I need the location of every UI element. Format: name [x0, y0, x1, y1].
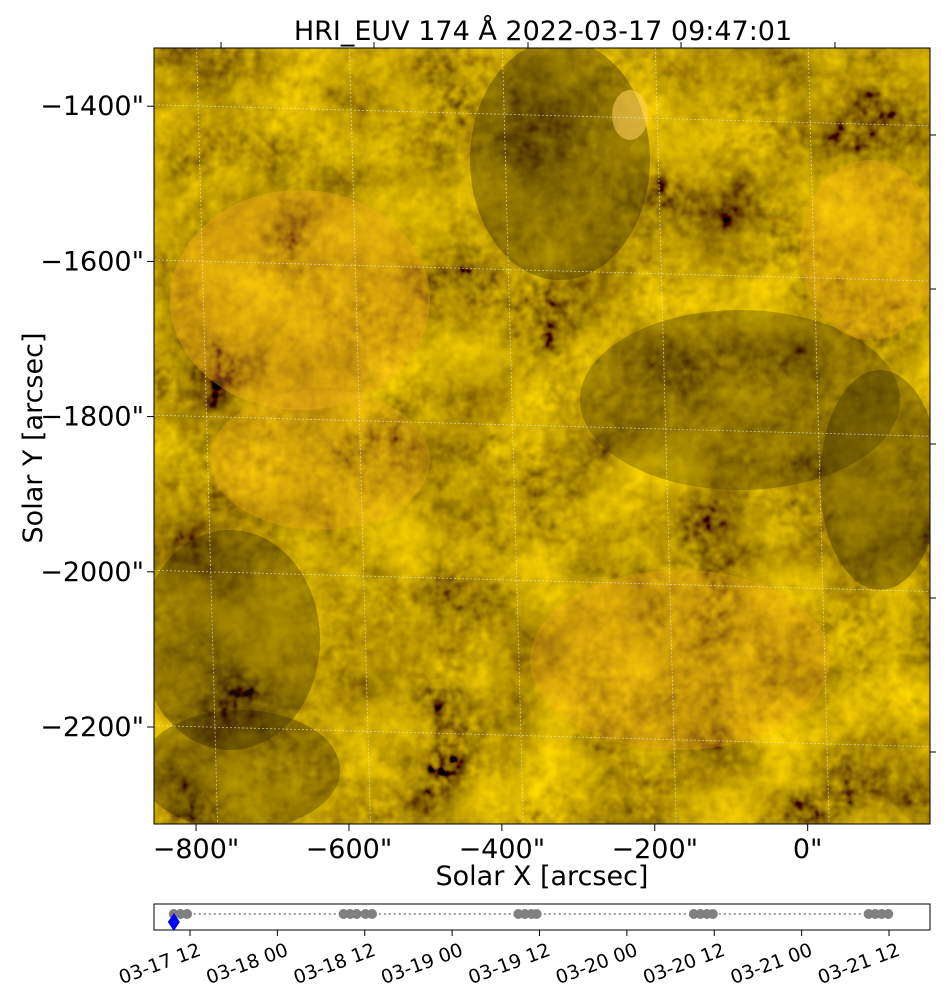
y-axis-ticks: −1400" −1600" −1800" −2000" −2200" [40, 91, 154, 743]
x-axis-label: Solar X [arcsec] [436, 861, 649, 892]
timeline-tick-label: 03-17 12 [116, 939, 204, 989]
coordinate-grid [154, 48, 930, 824]
y-axis-label: Solar Y [arcsec] [18, 333, 49, 544]
grid-line-vertical [196, 48, 218, 824]
grid-line-vertical [807, 48, 830, 824]
current-frame-marker [167, 913, 180, 931]
timeline-observation-point [182, 909, 193, 919]
x-axis-ticks: −800" −600" −400" −200" 0" [153, 824, 823, 865]
grid-line-horizontal [154, 414, 930, 437]
timeline-tick-label: 03-19 00 [378, 939, 466, 989]
dark-region [154, 710, 340, 824]
y-tick-label: −1400" [40, 91, 144, 122]
timeline-axes: 03-17 12 03-18 00 03-18 12 03-19 00 03-19 12… [116, 903, 931, 989]
grid-line-horizontal [154, 569, 930, 592]
timeline-observation-point [351, 909, 362, 919]
top-axis-ticks [220, 42, 836, 48]
bright-region [170, 190, 430, 410]
dark-region [580, 310, 900, 490]
timeline-observation-point [883, 909, 894, 919]
timeline-tick-label: 03-19 12 [465, 939, 553, 989]
x-tick-label: −800" [153, 834, 240, 865]
timeline-observation-point [367, 909, 378, 919]
image-frame [153, 47, 931, 825]
grid-line-horizontal [154, 259, 930, 282]
y-tick-label: −2000" [40, 557, 144, 588]
grid-line-vertical [349, 48, 371, 824]
timeline-tick-label: 03-18 12 [291, 939, 379, 989]
x-tick-label: −400" [459, 834, 546, 865]
bright-region [530, 570, 830, 750]
dark-region [470, 48, 650, 280]
bright-region [210, 390, 430, 530]
timeline-tick-label: 03-21 00 [728, 939, 816, 989]
timeline-tick-label: 03-20 12 [640, 939, 728, 989]
x-tick-label: 0" [793, 834, 823, 865]
timeline-frame [153, 903, 931, 931]
timeline-ticks: 03-17 12 03-18 00 03-18 12 03-19 00 03-19 12… [116, 930, 903, 989]
main-image-axes: HRI_EUV 174 Å 2022-03-17 09:47:01 −800" −… [18, 15, 936, 892]
y-tick-label: −2200" [40, 712, 144, 743]
y-tick-label: −1800" [40, 402, 144, 433]
x-tick-label: −600" [306, 834, 393, 865]
solar-image [154, 48, 930, 824]
right-axis-ticks [930, 134, 936, 753]
timeline-observation-point [707, 909, 718, 919]
timeline-points [167, 909, 894, 931]
x-tick-label: −200" [611, 834, 698, 865]
grid-line-horizontal [154, 725, 930, 748]
timeline-tick-label: 03-20 00 [553, 939, 641, 989]
grid-line-horizontal [154, 104, 930, 127]
timeline-tick-label: 03-18 00 [203, 939, 291, 989]
chart-title: HRI_EUV 174 Å 2022-03-17 09:47:01 [294, 15, 792, 47]
timeline-observation-point [531, 909, 542, 919]
y-tick-label: −1600" [40, 246, 144, 277]
bright-loop [612, 90, 648, 140]
dark-region [154, 530, 320, 750]
grid-line-vertical [654, 48, 677, 824]
dark-region [820, 370, 930, 590]
timeline-tick-label: 03-21 12 [815, 939, 903, 989]
grid-line-vertical [502, 48, 524, 824]
bright-region [800, 160, 930, 340]
